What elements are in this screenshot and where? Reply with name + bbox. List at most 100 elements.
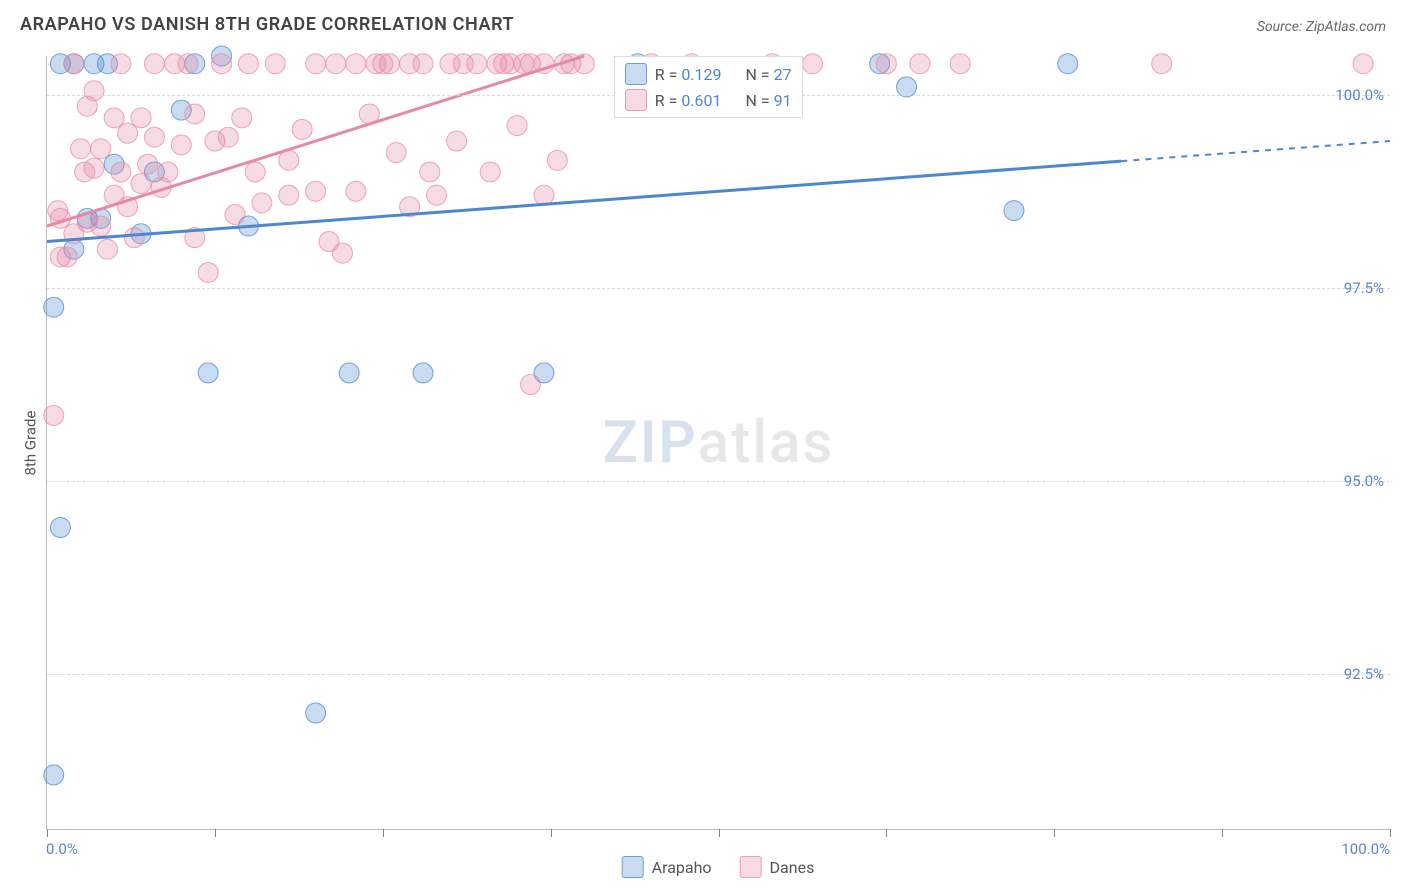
data-point [212,54,232,74]
legend-item-danes: Danes [740,856,815,878]
data-point [84,81,104,101]
data-point [64,54,84,74]
data-point [232,108,252,128]
chart-title: ARAPAHO VS DANISH 8TH GRADE CORRELATION … [20,14,514,35]
regression-line-extrapolated [1121,141,1390,161]
y-tick-label: 97.5% [1344,279,1384,297]
data-point [306,54,326,74]
stat-n: N = 27 [745,65,791,84]
data-point [292,119,312,139]
data-point [480,162,500,182]
data-point [467,54,487,74]
data-point [1004,201,1024,221]
x-tick [383,829,384,837]
data-point [346,181,366,201]
data-point [111,54,131,74]
data-point [238,54,258,74]
x-tick [1222,829,1223,837]
x-tick [551,829,552,837]
data-point [111,162,131,182]
data-point [306,181,326,201]
data-point [332,243,352,263]
regression-line [47,161,1121,241]
data-point [218,127,238,147]
plot-area: 8th Grade ZIPatlas 92.5%95.0%97.5%100.0%… [46,56,1390,830]
data-point [118,123,138,143]
legend-label-arapaho: Arapaho [652,858,712,877]
data-point [71,139,91,159]
data-point [950,54,970,74]
data-point [420,162,440,182]
data-point [1152,54,1172,74]
x-tick [47,829,48,837]
data-point [534,185,554,205]
data-point [413,54,433,74]
y-axis-label: 8th Grade [21,411,39,476]
gridline [47,674,1390,675]
data-point [158,162,178,182]
x-tick [1390,829,1391,837]
x-tick [215,829,216,837]
data-point [279,185,299,205]
legend-item-arapaho: Arapaho [622,856,712,878]
data-point [245,162,265,182]
data-point [346,54,366,74]
data-point [144,127,164,147]
data-point [1058,54,1078,74]
stats-row: R = 0.129 N = 27 [625,61,792,87]
data-point [339,363,359,383]
data-point [507,116,527,136]
x-tick [886,829,887,837]
legend-bottom: Arapaho Danes [622,856,815,878]
data-point [326,54,346,74]
data-point [138,154,158,174]
gridline [47,288,1390,289]
data-point [44,297,64,317]
stat-n: N = 91 [745,91,791,110]
data-point [1353,54,1373,74]
data-point [124,228,144,248]
y-tick-label: 100.0% [1335,86,1384,104]
data-point [447,131,467,151]
series-svg [47,56,1390,829]
data-point [171,135,191,155]
data-point [84,158,104,178]
source-attribution: Source: ZipAtlas.com [1257,19,1386,35]
gridline [47,481,1390,482]
data-point [252,193,272,213]
data-point [131,174,151,194]
data-point [50,518,70,538]
data-point [265,54,285,74]
x-axis-max-label: 100.0% [1341,840,1390,858]
data-point [185,104,205,124]
data-point [426,185,446,205]
data-point [306,703,326,723]
legend-label-danes: Danes [770,858,815,877]
data-point [520,375,540,395]
data-point [876,54,896,74]
data-point [225,204,245,224]
stats-swatch [625,63,647,85]
data-point [91,139,111,159]
data-point [57,247,77,267]
data-point [91,216,111,236]
x-tick [719,829,720,837]
data-point [144,54,164,74]
data-point [379,54,399,74]
data-point [279,150,299,170]
data-point [910,54,930,74]
data-point [178,54,198,74]
plot-canvas: ZIPatlas 92.5%95.0%97.5%100.0%R = 0.129 … [46,56,1390,830]
data-point [97,239,117,259]
data-point [44,405,64,425]
stat-r: R = 0.601 [655,91,722,110]
stat-r: R = 0.129 [655,65,722,84]
data-point [547,150,567,170]
x-tick [1054,829,1055,837]
data-point [131,108,151,128]
legend-swatch-danes [740,856,762,878]
y-tick-label: 95.0% [1344,472,1384,490]
y-tick-label: 92.5% [1344,665,1384,683]
legend-swatch-arapaho [622,856,644,878]
data-point [44,765,64,785]
